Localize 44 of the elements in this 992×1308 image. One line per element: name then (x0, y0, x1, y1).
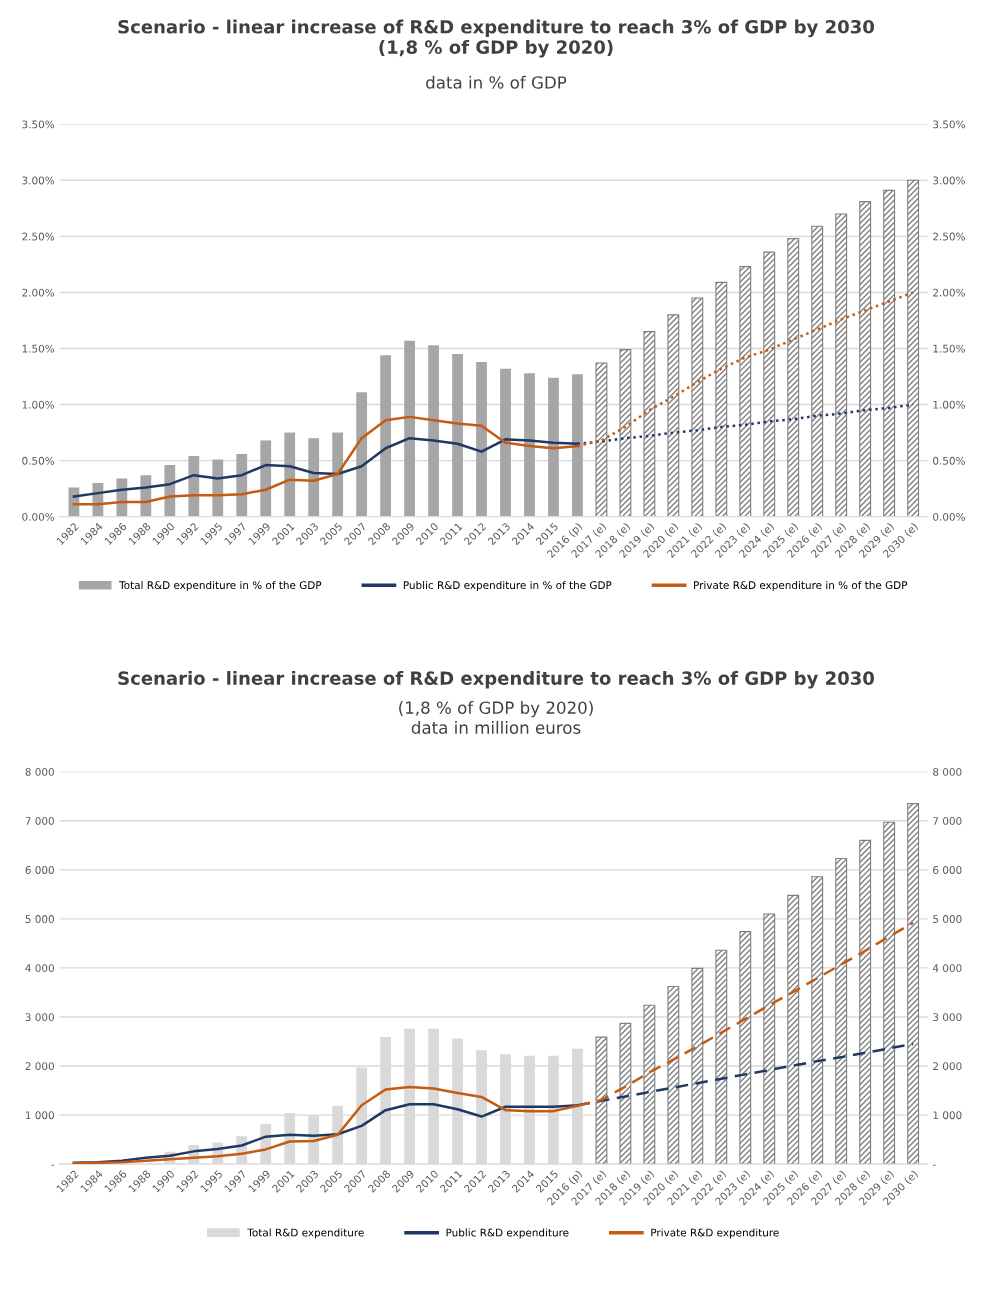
chart-subtitle: (1,8 % of GDP by 2020) data in million euros (399, 701, 593, 734)
y-tick-label: - (51, 1164, 55, 1166)
y-tick-label: 2.50% (22, 232, 55, 241)
y-tick-label: 3 000 (25, 1013, 54, 1022)
y2-tick-label: 0.00% (933, 512, 965, 521)
y2-tick-label: 1 000 (933, 1111, 962, 1120)
y-tick-label: 4 000 (25, 964, 54, 973)
y2-tick-label: 3 000 (933, 1013, 962, 1022)
y2-tick-label: - (932, 1164, 936, 1166)
chart-title: Scenario - linear increase of R&D expenditure to reach 3% of GDP by 2030 (1,8 % of GDP by 2020) (118, 19, 874, 58)
y-tick-label: 3.50% (22, 120, 55, 129)
y-tick-label: 8 000 (25, 767, 54, 776)
legend-label: Private R&D expenditure (651, 1228, 779, 1239)
y-tick-label: 2.00% (22, 288, 55, 297)
y-tick-label: 6 000 (25, 866, 54, 874)
legend-label: Public R&D expenditure (446, 1228, 569, 1239)
y-tick-label: 0.00% (22, 512, 55, 521)
legend-label: Total R&D expenditure (247, 1228, 364, 1239)
y-tick-label: 7 000 (25, 817, 54, 825)
y-tick-label: 0.50% (22, 456, 55, 465)
y2-tick-label: 1.50% (933, 344, 965, 353)
y-tick-label: 1.50% (22, 344, 55, 353)
y2-tick-label: 5 000 (933, 915, 962, 923)
legend-label: Public R&D expenditure in % of the GDP (403, 580, 612, 592)
y2-tick-label: 3.50% (933, 120, 965, 129)
y2-tick-label: 1.00% (933, 400, 965, 409)
y-tick-label: 5 000 (25, 915, 54, 923)
y2-tick-label: 2 000 (933, 1062, 962, 1071)
chart-title: Scenario - linear increase of R&D expenditure to reach 3% of GDP by 2030 (118, 671, 874, 689)
y2-tick-label: 8 000 (933, 767, 962, 776)
legend-label: Total R&D expenditure in % of the GDP (119, 580, 322, 592)
y2-tick-label: 2.00% (933, 288, 965, 297)
y2-tick-label: 6 000 (933, 866, 962, 874)
y2-tick-label: 2.50% (933, 232, 965, 241)
y2-tick-label: 3.00% (933, 176, 965, 185)
y-tick-label: 1.00% (22, 400, 55, 409)
y2-tick-label: 4 000 (932, 964, 962, 973)
y-tick-label: 1 000 (25, 1111, 54, 1120)
chart-subtitle: data in % of GDP (426, 75, 567, 89)
y-tick-label: 3.00% (22, 176, 55, 185)
y2-tick-label: 0.50% (933, 456, 965, 465)
legend-label: Private R&D expenditure in % of the GDP (694, 580, 908, 592)
y-tick-label: 2 000 (25, 1062, 54, 1071)
y2-tick-label: 7 000 (933, 817, 962, 825)
